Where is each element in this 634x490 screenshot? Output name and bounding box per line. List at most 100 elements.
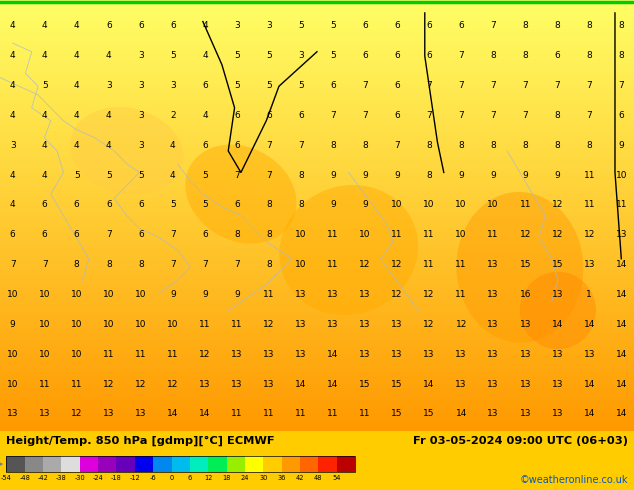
Text: 10: 10: [424, 200, 435, 210]
Text: 14: 14: [616, 320, 627, 329]
Text: -12: -12: [129, 475, 140, 481]
Text: 6: 6: [266, 111, 272, 120]
Text: 7: 7: [586, 111, 592, 120]
Text: 5: 5: [330, 51, 336, 60]
Bar: [190, 456, 208, 472]
Text: 15: 15: [424, 410, 435, 418]
Text: 11: 11: [583, 200, 595, 210]
Text: 11: 11: [295, 410, 307, 418]
Text: 8: 8: [490, 141, 496, 150]
Text: 8: 8: [458, 141, 464, 150]
Text: 8: 8: [362, 141, 368, 150]
Text: 13: 13: [616, 230, 627, 239]
Text: 9: 9: [330, 200, 336, 210]
Text: 6: 6: [394, 22, 400, 30]
Text: 11: 11: [359, 410, 371, 418]
Text: 6: 6: [234, 141, 240, 150]
Text: 0: 0: [169, 475, 174, 481]
Ellipse shape: [279, 185, 418, 315]
Text: 11: 11: [231, 410, 243, 418]
Text: 4: 4: [106, 141, 112, 150]
Text: 9: 9: [554, 171, 560, 180]
Text: 3: 3: [266, 22, 272, 30]
Text: 36: 36: [278, 475, 286, 481]
Text: 7: 7: [394, 141, 400, 150]
Text: 13: 13: [455, 380, 467, 389]
Text: 12: 12: [519, 230, 531, 239]
Text: 9: 9: [10, 320, 16, 329]
Text: 8: 8: [586, 141, 592, 150]
Text: 5: 5: [298, 81, 304, 90]
Bar: [318, 456, 337, 472]
Text: 8: 8: [74, 260, 80, 269]
Text: 11: 11: [327, 410, 339, 418]
Text: 8: 8: [586, 22, 592, 30]
Text: 12: 12: [424, 290, 435, 299]
Text: 9: 9: [362, 171, 368, 180]
Text: -48: -48: [19, 475, 30, 481]
Text: Fr 03-05-2024 09:00 UTC (06+03): Fr 03-05-2024 09:00 UTC (06+03): [413, 436, 628, 446]
Text: 14: 14: [455, 410, 467, 418]
Text: 6: 6: [106, 200, 112, 210]
Text: 4: 4: [170, 171, 176, 180]
Text: 14: 14: [424, 380, 435, 389]
Text: 6: 6: [74, 230, 80, 239]
Text: 6: 6: [106, 22, 112, 30]
Text: 12: 12: [552, 200, 563, 210]
Text: 8: 8: [554, 111, 560, 120]
Text: Height/Temp. 850 hPa [gdmp][°C] ECMWF: Height/Temp. 850 hPa [gdmp][°C] ECMWF: [6, 436, 275, 446]
Text: 13: 13: [295, 290, 307, 299]
Text: 4: 4: [10, 111, 15, 120]
Text: 4: 4: [202, 22, 208, 30]
Text: 7: 7: [234, 171, 240, 180]
Text: -24: -24: [93, 475, 103, 481]
Text: 3: 3: [106, 81, 112, 90]
Text: 4: 4: [74, 51, 79, 60]
Text: 6: 6: [74, 200, 80, 210]
Text: 4: 4: [74, 22, 79, 30]
Text: 6: 6: [618, 111, 624, 120]
Text: 3: 3: [138, 51, 144, 60]
Bar: [117, 456, 135, 472]
Ellipse shape: [456, 192, 583, 343]
Text: 54: 54: [332, 475, 341, 481]
Text: 4: 4: [106, 111, 112, 120]
Text: 12: 12: [391, 260, 403, 269]
Text: 18: 18: [223, 475, 231, 481]
Text: 15: 15: [391, 380, 403, 389]
Text: 12: 12: [167, 380, 179, 389]
Text: 3: 3: [138, 111, 144, 120]
Text: 10: 10: [71, 320, 82, 329]
Text: 8: 8: [522, 22, 528, 30]
Text: 6: 6: [394, 51, 400, 60]
Text: 11: 11: [424, 230, 435, 239]
Text: 10: 10: [71, 350, 82, 359]
Text: 15: 15: [391, 410, 403, 418]
Text: 13: 13: [583, 350, 595, 359]
Text: 11: 11: [327, 260, 339, 269]
Text: 7: 7: [458, 81, 464, 90]
Text: 8: 8: [138, 260, 144, 269]
Text: 11: 11: [519, 200, 531, 210]
Text: 12: 12: [263, 320, 275, 329]
Text: 13: 13: [231, 380, 243, 389]
Text: 4: 4: [42, 141, 48, 150]
Text: 13: 13: [295, 350, 307, 359]
Text: 9: 9: [202, 290, 208, 299]
Text: 7: 7: [458, 51, 464, 60]
Text: 13: 13: [519, 320, 531, 329]
Text: 4: 4: [10, 171, 15, 180]
Text: 6: 6: [138, 22, 144, 30]
Text: 6: 6: [10, 230, 16, 239]
Text: 7: 7: [234, 260, 240, 269]
Text: 13: 13: [39, 410, 51, 418]
Bar: [153, 456, 172, 472]
Text: 4: 4: [42, 111, 48, 120]
Text: 8: 8: [298, 171, 304, 180]
Text: 5: 5: [138, 171, 144, 180]
Text: 12: 12: [584, 230, 595, 239]
Bar: [6, 456, 25, 472]
Text: 9: 9: [394, 171, 400, 180]
Text: 10: 10: [359, 230, 371, 239]
Text: 10: 10: [135, 290, 146, 299]
